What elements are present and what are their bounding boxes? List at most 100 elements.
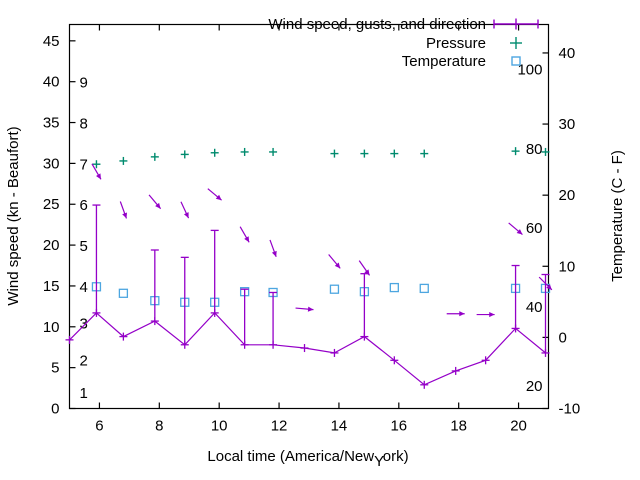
plot-frame — [68, 23, 550, 410]
wind-direction-arrow — [239, 226, 250, 243]
wind-direction-arrow — [358, 260, 371, 276]
arrow-head — [489, 311, 495, 318]
x-axis-title: Local time (America/NewYork) — [207, 448, 408, 470]
wind-speed-point — [119, 332, 128, 341]
x-tick-label: 14 — [331, 418, 348, 435]
wind-speed-point — [481, 356, 490, 365]
left-tick-label: 25 — [43, 196, 60, 213]
pressure-point — [420, 149, 429, 158]
wind-direction-arrow — [148, 194, 162, 210]
gust-bar — [210, 229, 219, 313]
wind-speed-point — [451, 366, 460, 375]
pressure-point — [92, 160, 101, 169]
arrow-head — [155, 202, 161, 209]
wind-speed-point — [390, 356, 399, 365]
left-tick-label: 0 — [51, 401, 59, 418]
x-tick-label: 6 — [95, 418, 103, 435]
pressure-point — [210, 148, 219, 157]
right-tick-label: 40 — [559, 45, 576, 62]
pressure-point — [269, 147, 278, 156]
temperature-marker — [389, 282, 399, 293]
legend-label-pressure: Pressure — [426, 35, 486, 52]
x-tick-label: 8 — [155, 418, 163, 435]
pressure-point — [240, 147, 249, 156]
wind-direction-arrow — [295, 306, 314, 312]
pressure-point — [390, 149, 399, 158]
fahrenheit-label: 40 — [526, 299, 543, 316]
arrow-head — [271, 250, 277, 257]
temperature-marker — [118, 288, 129, 298]
x-tick-label: 10 — [211, 418, 228, 435]
wind-direction-arrow — [446, 311, 465, 317]
wind-direction-arrow — [180, 201, 190, 219]
y-axis-title: Wind speed (kn - Beaufort) — [5, 126, 22, 305]
x-axis-title-subscript: Y — [374, 453, 384, 470]
pressure-point — [180, 150, 189, 159]
arrow-head — [307, 306, 314, 312]
wind-direction-arrow — [328, 254, 341, 269]
arrow-head — [183, 212, 189, 219]
beaufort-label: 5 — [80, 238, 88, 255]
beaufort-label: 3 — [80, 316, 88, 333]
right-tick-label: 0 — [559, 329, 567, 346]
wind-direction-arrow — [269, 239, 277, 258]
beaufort-label: 4 — [80, 279, 88, 296]
gust-bar — [240, 288, 249, 345]
pressure-point — [511, 147, 520, 156]
wind-speed-point — [330, 348, 339, 357]
arrow-head — [334, 262, 341, 269]
arrow-head — [516, 229, 523, 235]
x-axis-title-post: ork) — [383, 448, 409, 465]
left-tick-label: 20 — [43, 237, 60, 254]
wind-direction-arrows — [91, 163, 553, 318]
fahrenheit-label: 60 — [526, 220, 543, 237]
bottom-axis-ticks: 6 8 10 12 14 16 18 20 — [95, 24, 527, 435]
temperature-marker — [329, 284, 340, 294]
arrow-head — [215, 194, 222, 201]
x-axis-title-pre: Local time (America/New — [207, 448, 374, 465]
wind-direction-arrow — [476, 311, 495, 318]
gust-bar — [150, 249, 159, 322]
wind-direction-arrow — [119, 201, 128, 219]
left-tick-label: 35 — [43, 115, 60, 132]
wind-series — [65, 204, 550, 389]
wind-direction-arrow — [508, 222, 523, 236]
gust-bar — [269, 291, 278, 345]
beaufort-label: 6 — [80, 197, 88, 214]
pressure-point — [119, 156, 128, 165]
arrow-head — [546, 284, 552, 290]
right-tick-label: 10 — [559, 258, 576, 275]
wind-speed-point — [300, 344, 309, 353]
wind-direction-arrow — [91, 163, 102, 180]
legend-swatch-wind — [493, 18, 539, 30]
x-tick-label: 16 — [390, 418, 407, 435]
beaufort-label: 9 — [80, 75, 88, 92]
beaufort-scale-labels: 1 2 3 4 5 6 7 8 9 — [80, 75, 88, 402]
fahrenheit-label: 80 — [526, 141, 543, 158]
right-tick-label: 20 — [559, 187, 576, 204]
legend-label-temperature: Temperature — [402, 53, 486, 70]
arrow-head — [459, 311, 465, 317]
left-tick-label: 5 — [51, 360, 59, 377]
pressure-point — [541, 147, 550, 156]
beaufort-label: 7 — [80, 156, 88, 173]
right-tick-label: -10 — [559, 401, 581, 418]
wind-speed-point — [65, 335, 74, 344]
fahrenheit-label: 100 — [517, 62, 542, 79]
arrow-head — [96, 173, 101, 180]
y2-axis-title: Temperature (C - F) — [609, 150, 626, 282]
arrow-head — [244, 236, 250, 243]
left-tick-label: 10 — [43, 319, 60, 336]
x-tick-label: 18 — [450, 418, 467, 435]
temperature-marker — [419, 283, 429, 294]
wind-direction-arrow — [207, 188, 222, 201]
beaufort-label: 2 — [80, 352, 88, 369]
gust-bar — [180, 256, 189, 345]
right-axis-ticks: -10 0 10 20 30 40 — [542, 45, 581, 418]
legend-swatch-pressure — [510, 37, 522, 49]
pressure-point — [150, 152, 159, 161]
wind-speed-point — [420, 380, 429, 389]
wind-direction-arrow — [538, 276, 553, 291]
left-tick-label: 45 — [43, 33, 60, 50]
